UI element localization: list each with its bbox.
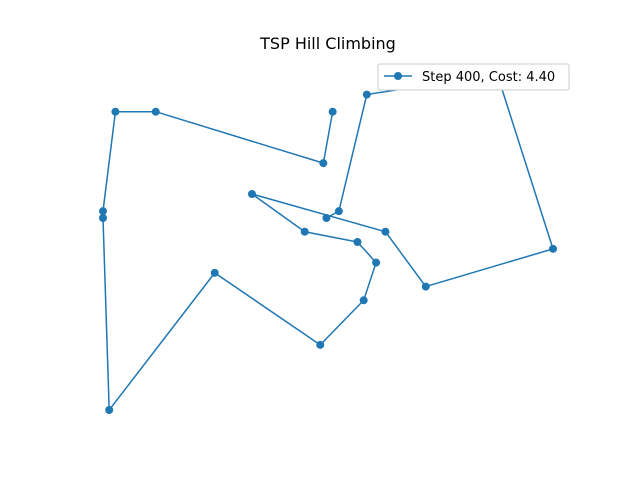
city-point	[421, 282, 430, 291]
city-point	[353, 238, 362, 246]
tour-segment	[338, 93, 368, 212]
chart-title: TSP Hill Climbing	[259, 34, 396, 53]
city-point	[362, 90, 371, 99]
legend-label: Step 400, Cost: 4.40	[422, 70, 555, 85]
tour-segment	[322, 110, 334, 164]
city-point	[322, 214, 331, 222]
legend-frame	[377, 63, 570, 91]
city-point	[151, 107, 160, 116]
city-point	[99, 214, 107, 222]
city-point	[105, 406, 114, 414]
tour-segment	[102, 217, 110, 411]
city-point	[372, 258, 381, 267]
tour-segment	[108, 272, 216, 411]
legend-marker-swatch	[394, 72, 402, 80]
tour-segment	[251, 193, 306, 233]
tour-segment	[496, 73, 554, 250]
tour-segment	[303, 230, 359, 243]
tour-segment	[155, 110, 325, 164]
city-point	[381, 227, 390, 236]
city-point	[247, 190, 256, 198]
tour-segment	[251, 193, 387, 233]
city-point	[328, 107, 337, 116]
city-point	[300, 227, 309, 236]
city-point	[316, 340, 325, 349]
city-point	[334, 207, 343, 216]
tour-segment	[362, 261, 377, 302]
legend: Step 400, Cost: 4.40	[377, 63, 570, 91]
tour-segment	[102, 110, 117, 212]
city-point	[111, 107, 120, 116]
city-point	[210, 268, 219, 277]
city-point	[99, 207, 107, 216]
tour-segment	[384, 230, 427, 288]
tour-segment	[425, 248, 554, 288]
city-point	[359, 296, 368, 305]
tour-segment	[356, 241, 377, 264]
city-point	[319, 159, 328, 168]
tour-segment	[319, 299, 365, 346]
tour-segment	[213, 272, 321, 346]
city-point	[549, 244, 557, 253]
plot-area	[99, 70, 557, 414]
